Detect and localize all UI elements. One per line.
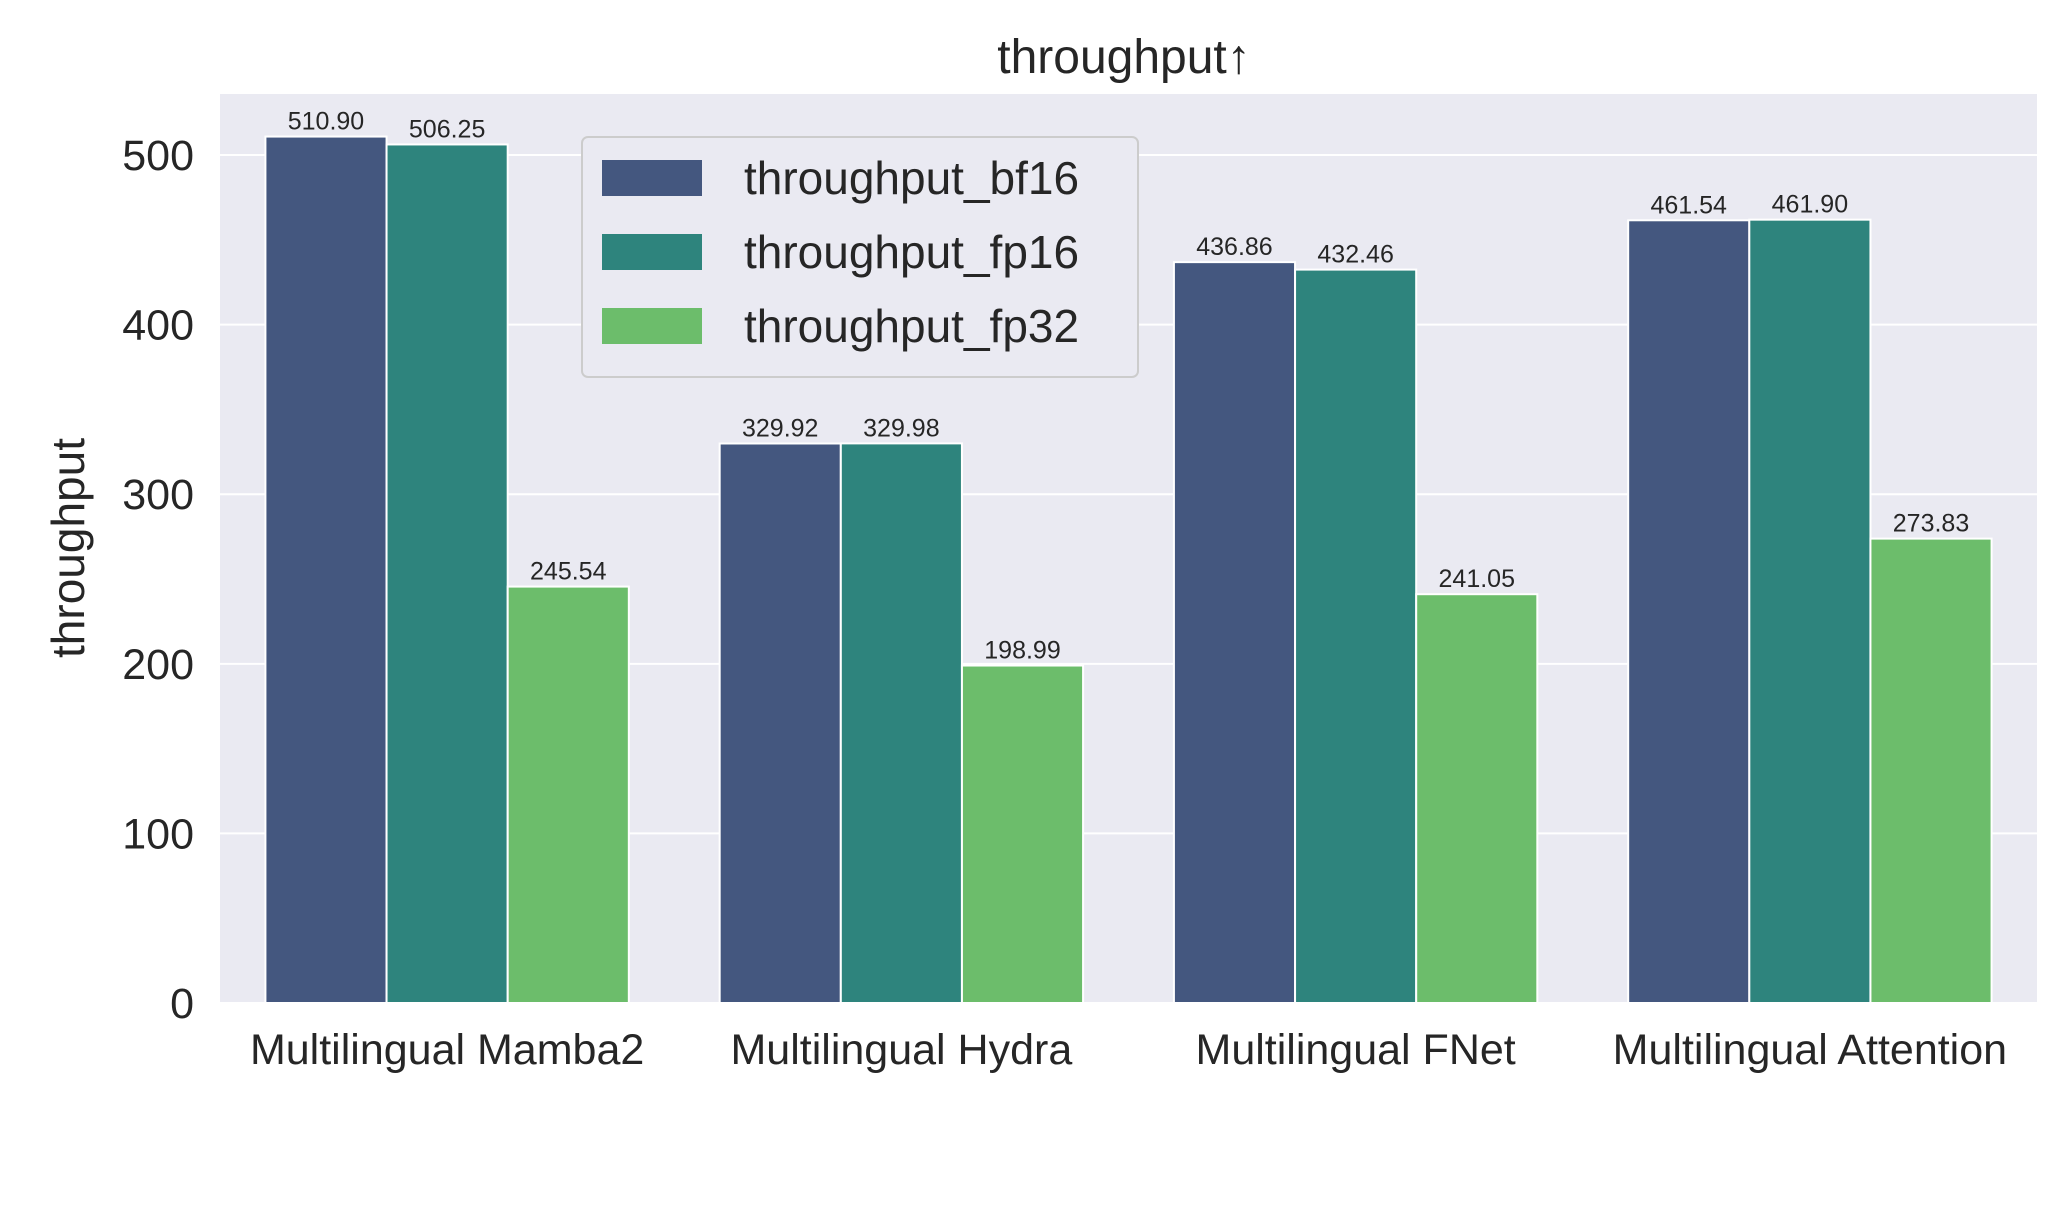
legend-label-throughput_fp16: throughput_fp16 — [744, 226, 1079, 278]
data-label: 329.92 — [742, 414, 818, 442]
bar-throughput_bf16 — [1172, 261, 1297, 1004]
bar-throughput_fp16 — [839, 442, 963, 1005]
bar-throughput_fp16 — [1294, 268, 1418, 1004]
legend-swatch-throughput_fp16 — [602, 234, 702, 270]
bar-throughput_bf16 — [1627, 219, 1751, 1005]
legend: throughput_bf16 throughput_fp16 throughput… — [581, 136, 1139, 378]
y-tick-label: 200 — [122, 641, 194, 689]
data-label: 506.25 — [409, 115, 485, 143]
data-label: 245.54 — [530, 558, 607, 586]
data-label: 436.86 — [1196, 233, 1272, 261]
legend-swatch-throughput_bf16 — [602, 160, 702, 196]
bar-throughput_fp32 — [1415, 593, 1539, 1005]
bar-throughput_fp16 — [1748, 218, 1872, 1005]
legend-label-throughput_bf16: throughput_bf16 — [744, 152, 1079, 204]
y-tick-label: 500 — [122, 132, 194, 180]
y-tick-label: 0 — [170, 980, 194, 1028]
legend-box — [581, 136, 1139, 378]
data-label: 329.98 — [863, 414, 939, 442]
data-label: 461.54 — [1651, 191, 1728, 219]
y-tick-label: 400 — [122, 302, 194, 350]
bar-throughput_fp32 — [960, 664, 1085, 1004]
bar-throughput_fp16 — [385, 143, 509, 1005]
bar-throughput_fp32 — [1869, 537, 1993, 1004]
bars — [264, 135, 1993, 1005]
bar-throughput_fp32 — [506, 585, 630, 1005]
x-tick-label: Multilingual Mamba2 — [250, 1026, 644, 1074]
bar-throughput_bf16 — [264, 135, 388, 1005]
legend-label-throughput_fp32: throughput_fp32 — [744, 300, 1079, 352]
data-labels: 510.90 506.25 245.54 329.92 329.98 198.99 436.… — [288, 108, 1969, 665]
y-tick-labels: 0 100 200 300 400 500 — [122, 132, 194, 1028]
x-tick-labels: Multilingual Mamba2 Multilingual Hydra Mul… — [250, 1026, 2007, 1074]
data-label: 510.90 — [288, 108, 364, 136]
legend-swatch-throughput_fp32 — [602, 308, 702, 344]
x-tick-label: Multilingual Hydra — [730, 1026, 1072, 1074]
y-tick-label: 100 — [122, 810, 194, 858]
bar-throughput_bf16 — [718, 442, 842, 1004]
y-axis-label: throughput — [42, 438, 94, 658]
y-tick-label: 300 — [122, 471, 194, 519]
chart-title: throughput↑ — [997, 31, 1251, 84]
x-tick-label: Multilingual Attention — [1613, 1026, 2007, 1074]
data-label: 273.83 — [1893, 510, 1969, 538]
x-tick-label: Multilingual FNet — [1196, 1026, 1516, 1074]
data-label: 198.99 — [984, 637, 1060, 665]
data-label: 461.90 — [1772, 191, 1848, 219]
data-label: 241.05 — [1439, 565, 1515, 593]
data-label: 432.46 — [1317, 241, 1393, 269]
